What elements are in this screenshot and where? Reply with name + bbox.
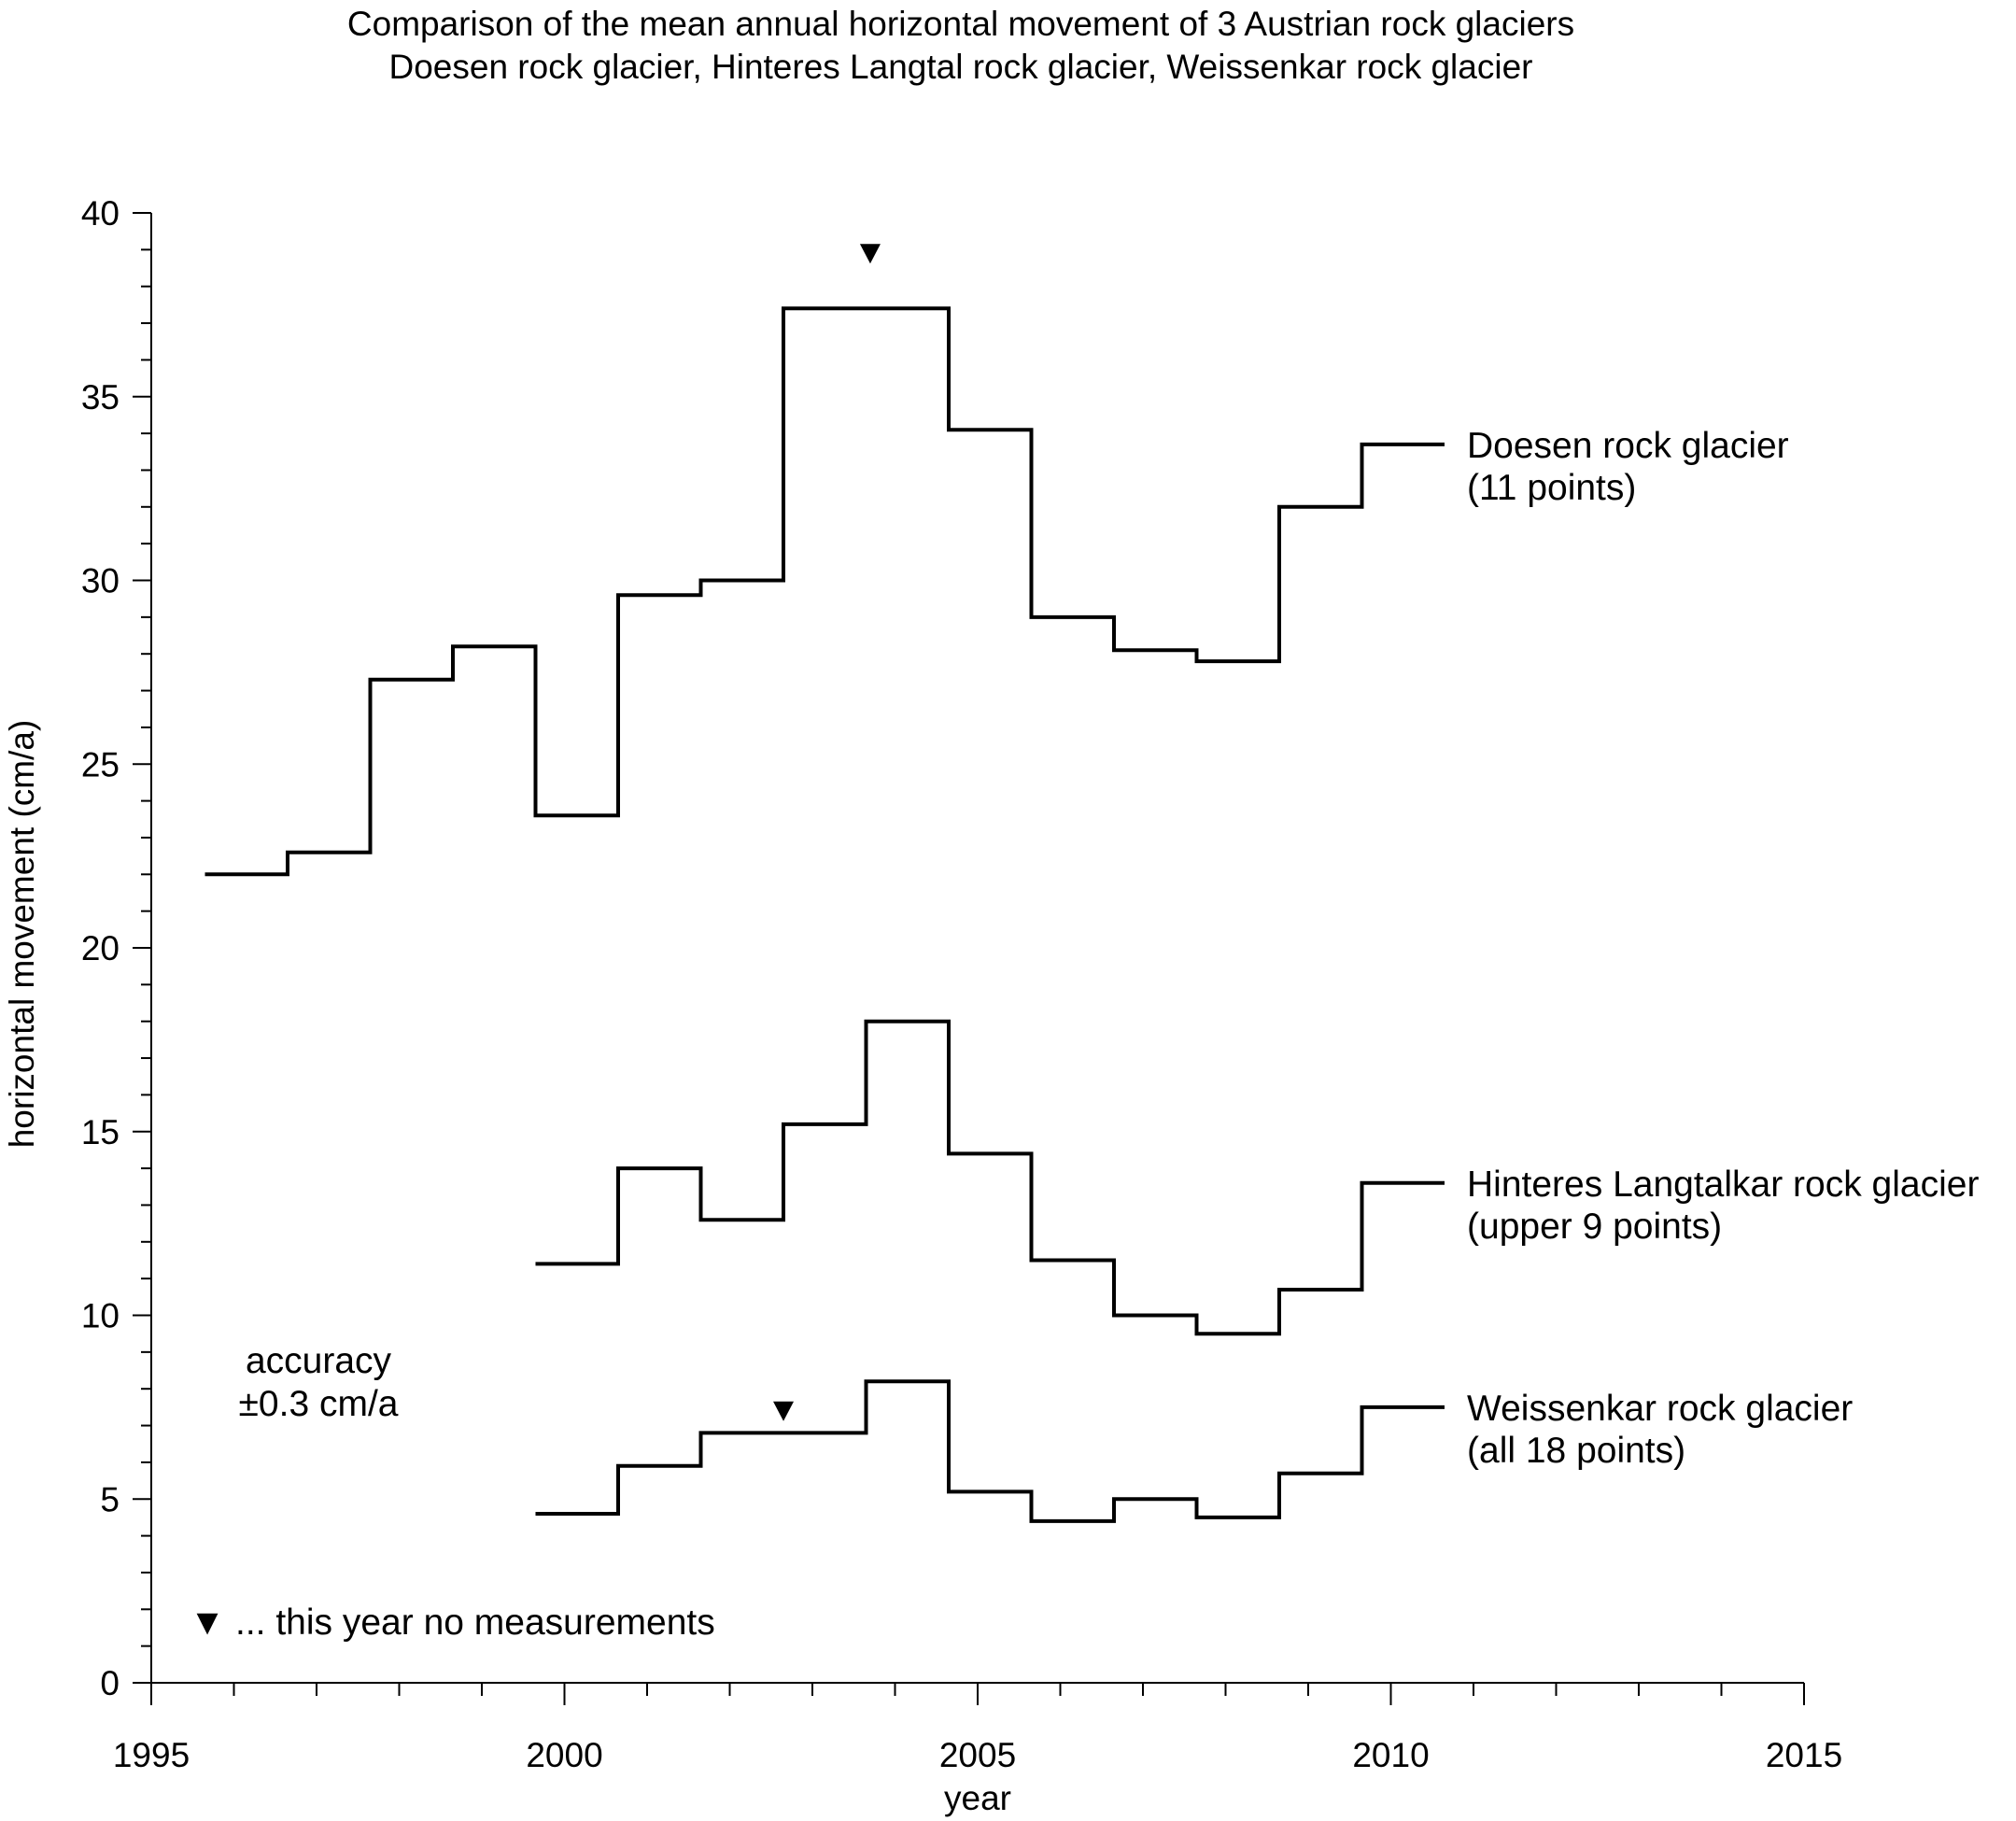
accuracy-line-2: ±0.3 cm/a bbox=[239, 1384, 399, 1424]
x-tick-label: 2015 bbox=[1766, 1736, 1842, 1774]
y-tick-label: 5 bbox=[100, 1480, 120, 1518]
y-tick-label: 10 bbox=[81, 1297, 120, 1335]
markers-layer bbox=[773, 244, 881, 1421]
series-label-1: Doesen rock glacier bbox=[1467, 426, 1789, 466]
y-axis-title: horizontal movement (cm/a) bbox=[3, 720, 41, 1149]
y-tick-label: 0 bbox=[100, 1664, 120, 1702]
series-label-2: (upper 9 points) bbox=[1467, 1207, 1722, 1247]
y-tick-label: 30 bbox=[81, 562, 120, 600]
chart-title: Comparison of the mean annual horizontal… bbox=[347, 5, 1574, 43]
y-tick-label: 25 bbox=[81, 745, 120, 783]
series-label-3: (all 18 points) bbox=[1467, 1431, 1685, 1471]
series-layer: Doesen rock glacier(11 points) Hinteres L… bbox=[204, 306, 1979, 1523]
y-tick-label: 40 bbox=[81, 194, 120, 233]
accuracy-line-1: accuracy bbox=[246, 1341, 392, 1381]
series-label-2: Hinteres Langtalkar rock glacier bbox=[1467, 1165, 1979, 1205]
y-tick-label: 35 bbox=[81, 378, 120, 416]
x-tick-label: 1995 bbox=[113, 1736, 190, 1774]
no-measurement-marker bbox=[773, 1401, 795, 1421]
series-line-1 bbox=[204, 306, 1445, 877]
chart-subtitle: Doesen rock glacier, Hinteres Langtal ro… bbox=[389, 48, 1533, 86]
x-tick-label: 2010 bbox=[1352, 1736, 1429, 1774]
series-line-3 bbox=[535, 1379, 1445, 1523]
series-line-2 bbox=[535, 1019, 1445, 1336]
y-tick-label: 20 bbox=[81, 929, 120, 967]
x-tick-label: 2000 bbox=[526, 1736, 602, 1774]
no-measurement-marker bbox=[859, 244, 881, 264]
y-tick-label: 15 bbox=[81, 1113, 120, 1151]
series-label-3: Weissenkar rock glacier bbox=[1467, 1389, 1853, 1429]
axes: 0 5 10 15 20 25 30 35 40 1995 2000 2005 2010 2015 bbox=[81, 194, 1842, 1774]
x-axis-title: year bbox=[944, 1779, 1011, 1817]
legend-marker-text: ... this year no measurements bbox=[235, 1602, 715, 1643]
x-tick-label: 2005 bbox=[939, 1736, 1016, 1774]
legend-marker-icon: ▼ bbox=[190, 1602, 226, 1643]
series-label-1: (11 points) bbox=[1467, 468, 1636, 508]
